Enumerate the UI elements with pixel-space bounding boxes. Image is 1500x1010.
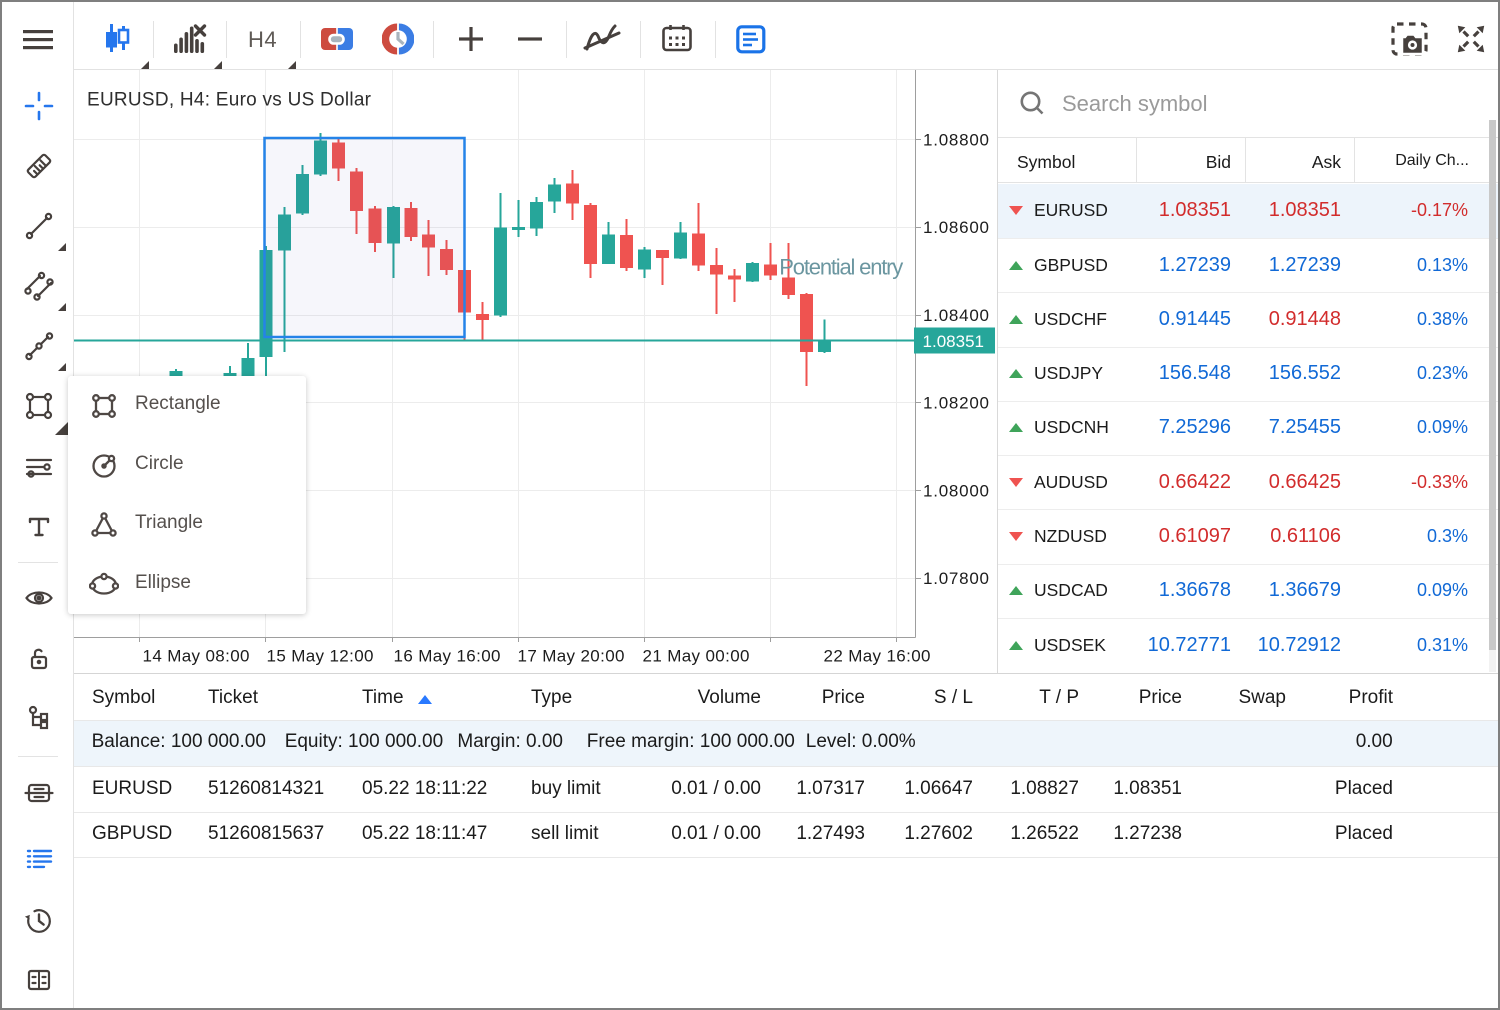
svg-text:1.08000: 1.08000	[923, 481, 989, 500]
svg-text:EURUSD, H4: Euro vs US Dollar: EURUSD, H4: Euro vs US Dollar	[87, 90, 372, 111]
svg-text:1.08600: 1.08600	[923, 218, 989, 237]
svg-text:22 May 16:00: 22 May 16:00	[824, 647, 931, 666]
svg-text:15 May 12:00: 15 May 12:00	[267, 647, 374, 666]
svg-text:14 May 08:00: 14 May 08:00	[143, 647, 250, 666]
svg-text:16 May 16:00: 16 May 16:00	[394, 647, 501, 666]
svg-text:1.08200: 1.08200	[923, 394, 989, 413]
svg-text:1.07800: 1.07800	[923, 569, 989, 588]
svg-text:1.08351: 1.08351	[923, 332, 985, 351]
svg-text:21 May 00:00: 21 May 00:00	[643, 647, 750, 666]
svg-text:1.08400: 1.08400	[923, 306, 989, 325]
svg-text:17 May 20:00: 17 May 20:00	[518, 647, 625, 666]
svg-text:1.08800: 1.08800	[923, 131, 989, 150]
svg-text:Potential entry: Potential entry	[779, 255, 903, 280]
